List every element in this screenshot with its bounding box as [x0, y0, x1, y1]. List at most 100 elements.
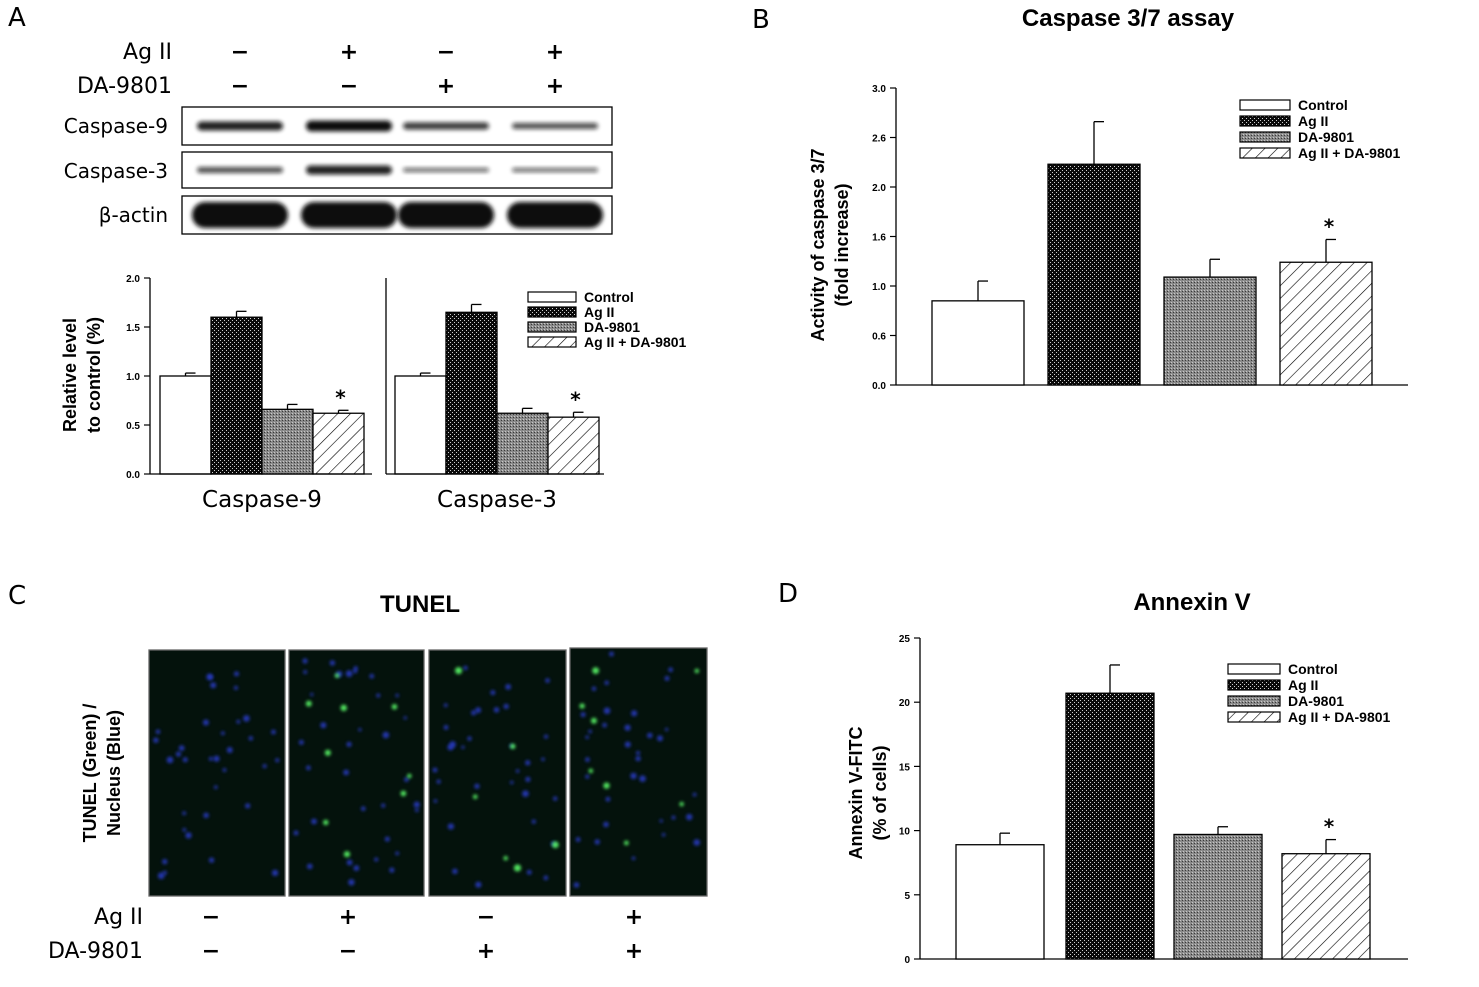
nucleus-spot-1-31: [414, 808, 419, 813]
nucleus-spot-3-0: [692, 792, 697, 797]
chart-b-caspase37: Activity of caspase 3/7 (fold increase) …: [808, 84, 1408, 392]
nucleus-spot-1-16: [303, 670, 308, 674]
tunel-spot-1-0: [407, 773, 412, 779]
legend-swatch-0: [1227, 663, 1281, 675]
chart-b-ytick-label-5: 2.6: [872, 134, 886, 145]
category-label-a-0: Caspase-9: [202, 487, 322, 513]
nucleus-spot-2-1: [545, 678, 550, 683]
sign-a-r0-c3: +: [546, 40, 564, 65]
nucleus-spot-1-25: [413, 801, 420, 808]
nucleus-spot-0-13: [248, 736, 254, 741]
tunel-spot-1-8: [334, 673, 340, 678]
nucleus-spot-2-23: [543, 734, 549, 739]
nucleus-spot-0-31: [206, 673, 214, 681]
nucleus-spot-0-11: [275, 758, 280, 763]
nucleus-spot-0-32: [208, 857, 215, 863]
tunel-spot-1-6: [305, 700, 312, 707]
nucleus-spot-3-11: [631, 710, 638, 717]
legend-swatch-3: [1239, 147, 1291, 159]
nucleus-spot-0-29: [243, 715, 250, 722]
bar-b-3: [1279, 261, 1373, 386]
sign-c-r1-c0: −: [202, 939, 220, 964]
nucleus-spot-3-23: [693, 839, 701, 846]
nucleus-spot-1-17: [329, 660, 336, 666]
row-label-ag2-c: Ag II: [94, 905, 143, 930]
nucleus-spot-3-14: [636, 750, 641, 755]
nucleus-spot-0-19: [203, 812, 209, 819]
tunel-micrographs: [148, 647, 708, 897]
nucleus-spot-2-30: [515, 769, 520, 773]
sign-c-r1-c3: +: [625, 939, 643, 964]
blot-band-r1-l3: [512, 167, 598, 173]
chart-b-ytick-label-3: 1.6: [872, 233, 886, 244]
nucleus-spot-3-22: [661, 832, 666, 837]
tunel-spot-3-5: [603, 782, 610, 789]
chart-b-ytick-label-2: 1.0: [872, 282, 886, 293]
nucleus-spot-0-12: [220, 731, 225, 736]
legend-label-1: Ag II: [1288, 677, 1318, 693]
panel-c-letter: C: [8, 581, 26, 611]
chart-a-ytick-label-4: 2.0: [126, 274, 140, 285]
nucleus-spot-3-21: [575, 837, 581, 842]
tunel-spot-3-6: [590, 717, 597, 724]
blot-band-r0-l2: [403, 122, 489, 130]
chart-a-ytick-label-1: 0.5: [126, 421, 140, 432]
blot-band-r2-l3: [507, 202, 603, 228]
nucleus-spot-3-7: [588, 729, 592, 734]
nucleus-spot-2-20: [449, 741, 456, 748]
nucleus-spot-2-21: [526, 869, 532, 875]
nucleus-spot-2-29: [503, 703, 509, 710]
nucleus-spot-0-28: [178, 745, 185, 751]
tunel-spot-2-0: [513, 864, 522, 872]
bar-d-3: [1281, 853, 1371, 960]
panel-a-letter: A: [8, 3, 26, 33]
nucleus-spot-1-19: [404, 777, 409, 782]
nucleus-spot-3-2: [604, 680, 609, 685]
nucleus-spot-0-30: [153, 737, 159, 743]
chart-b-ytick-label-6: 3.0: [872, 84, 886, 95]
nucleus-spot-0-9: [175, 751, 182, 757]
tunel-spot-3-2: [679, 801, 684, 807]
nucleus-spot-2-12: [452, 868, 458, 875]
chart-a-relative-level: Relative level to control (%) 0.0 0.5 1.0 1…: [60, 274, 687, 513]
nucleus-spot-3-10: [657, 735, 663, 742]
tunel-spot-2-3: [503, 855, 508, 861]
nucleus-spot-1-20: [307, 863, 313, 870]
row-label-ag2: Ag II: [123, 40, 172, 65]
nucleus-spot-1-8: [320, 722, 327, 729]
micrograph-0: [148, 649, 286, 897]
nucleus-spot-3-6: [591, 686, 597, 691]
nucleus-spot-1-32: [376, 693, 381, 698]
nucleus-spot-1-12: [293, 830, 299, 836]
chart-d-ylabel-line2: (% of cells): [870, 745, 890, 840]
legend-label-3: Ag II + DA-9801: [1298, 145, 1401, 161]
tunel-spot-3-1: [592, 667, 600, 675]
panel-c-treatment-rows: Ag II DA-9801 − + − + − − + +: [48, 905, 643, 964]
legend-label-0: Control: [1288, 661, 1338, 677]
nucleus-spot-2-28: [471, 710, 477, 716]
nucleus-spot-1-9: [310, 692, 314, 697]
chart-a-ytick-label-2: 1.0: [126, 372, 140, 383]
legend-label-0: Control: [584, 289, 634, 305]
legend-swatch-3: [527, 336, 577, 348]
tunel-spot-3-7: [588, 768, 594, 774]
blot-band-r0-l0: [197, 121, 283, 131]
tunel-spot-1-7: [324, 749, 331, 756]
chart-a-ytick-label-0: 0.0: [126, 470, 140, 481]
nucleus-spot-3-27: [594, 839, 600, 845]
nucleus-spot-2-5: [475, 707, 482, 714]
nucleus-spot-0-15: [262, 764, 267, 769]
nucleus-spot-2-16: [474, 783, 480, 789]
western-blot: Caspase-9 Caspase-3 β-actin: [64, 106, 613, 235]
chart-d-ytick-label-0: 0: [904, 955, 910, 966]
legend-swatch-3: [1227, 711, 1281, 723]
chart-b-ytick-label-0: 0.0: [872, 381, 886, 392]
legend-label-1: Ag II: [584, 304, 614, 320]
nucleus-spot-0-25: [271, 869, 279, 877]
chart-d-ytick-label-2: 10: [899, 827, 911, 838]
nucleus-spot-2-25: [475, 881, 482, 888]
nucleus-spot-3-19: [664, 727, 669, 732]
sign-c-r0-c2: −: [477, 905, 495, 930]
nucleus-spot-0-3: [202, 719, 209, 726]
row-label-da9801-c: DA-9801: [48, 939, 143, 964]
